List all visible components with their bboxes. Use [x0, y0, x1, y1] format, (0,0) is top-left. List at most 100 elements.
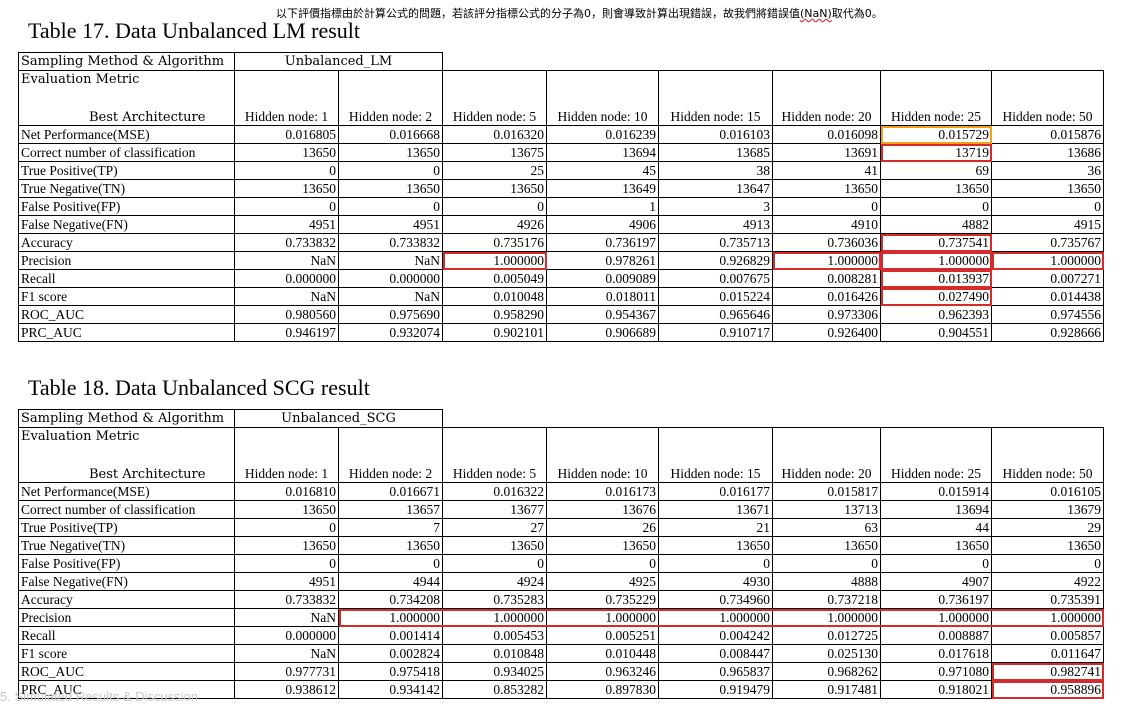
- value-cell: 0.736197: [546, 233, 659, 252]
- table18-scg-results: Sampling Method & Algorithm Unbalanced_SC…: [18, 409, 1104, 699]
- value-cell: 0: [234, 518, 339, 537]
- metric-name: True Positive(TP): [18, 518, 235, 537]
- value-cell: 13685: [658, 143, 773, 162]
- metric-name: Correct number of classification: [18, 500, 235, 519]
- value-cell: 26: [546, 518, 659, 537]
- value-cell: 0.974556: [991, 305, 1104, 324]
- value-cell: 0: [658, 554, 773, 573]
- value-cell: 0.016098: [772, 125, 881, 144]
- value-cell: 1.000000: [991, 608, 1104, 627]
- value-cell: 0.009089: [546, 269, 659, 288]
- value-cell: 0.016805: [234, 125, 339, 144]
- highlighted-value-cell: 0.015729: [880, 125, 992, 144]
- value-cell: 0: [338, 161, 443, 180]
- value-cell: 0.853282: [442, 680, 547, 699]
- table-row: F1 score NaN 0.002824 0.010848 0.010448 0.008…: [18, 644, 1104, 663]
- value-cell: 0: [772, 197, 881, 216]
- metric-name: True Negative(TN): [18, 536, 235, 555]
- metric-name: PRC_AUC: [18, 323, 235, 342]
- blank-header-cell: [442, 409, 1104, 428]
- table-row: False Negative(FN) 4951 4944 4924 4925 4930 48…: [18, 572, 1104, 591]
- best-architecture-label: Best Architecture: [89, 110, 206, 125]
- value-cell: 13650: [234, 179, 339, 198]
- column-header-hidden-node: Hidden node: 15: [658, 427, 773, 483]
- value-cell: 0.010448: [546, 644, 659, 663]
- best-architecture-label: Best Architecture: [89, 467, 206, 482]
- table-row: ROC_AUC 0.980560 0.975690 0.958290 0.954367 0…: [18, 305, 1104, 324]
- value-cell: 0.965646: [658, 305, 773, 324]
- metric-name: False Positive(FP): [18, 554, 235, 573]
- value-cell: 13650: [442, 536, 547, 555]
- value-cell: 0.016322: [442, 482, 547, 501]
- value-cell: 0.735176: [442, 233, 547, 252]
- value-cell: 0.735713: [658, 233, 773, 252]
- column-header-hidden-node: Hidden node: 1: [234, 70, 339, 126]
- value-cell: 1: [546, 197, 659, 216]
- value-cell: 4926: [442, 215, 547, 234]
- value-cell: 0.975418: [338, 662, 443, 681]
- value-cell: 0.954367: [546, 305, 659, 324]
- table-row: False Positive(FP) 0 0 0 1 3 0 0 0: [18, 197, 1104, 216]
- value-cell: 4951: [338, 215, 443, 234]
- value-cell: 0.008281: [772, 269, 881, 288]
- value-cell: 45: [546, 161, 659, 180]
- value-cell: 13650: [338, 143, 443, 162]
- algorithm-name: Unbalanced_SCG: [234, 409, 443, 428]
- table-row: F1 score NaN NaN 0.010048 0.018011 0.015224 0.…: [18, 287, 1104, 306]
- value-cell: 0.000000: [234, 626, 339, 645]
- value-cell: 13650: [338, 536, 443, 555]
- value-cell: 69: [880, 161, 992, 180]
- column-header-hidden-node: Hidden node: 15: [658, 70, 773, 126]
- highlighted-value-cell: 1.000000: [880, 251, 992, 270]
- value-cell: 13650: [234, 536, 339, 555]
- table-row: ROC_AUC 0.977731 0.975418 0.934025 0.963246 0…: [18, 662, 1104, 681]
- value-cell: 0.007675: [658, 269, 773, 288]
- value-cell: 4910: [772, 215, 881, 234]
- value-cell: 13691: [772, 143, 881, 162]
- value-cell: NaN: [338, 251, 443, 270]
- value-cell: 0: [234, 161, 339, 180]
- value-cell: 0.897830: [546, 680, 659, 699]
- value-cell: 4925: [546, 572, 659, 591]
- metric-name: False Positive(FP): [18, 197, 235, 216]
- table-row: Net Performance(MSE) 0.016810 0.016671 0.01…: [18, 482, 1104, 501]
- table-row: PRC_AUC 0.938612 0.934142 0.853282 0.897830 0…: [18, 680, 1104, 699]
- column-header-hidden-node: Hidden node: 2: [338, 70, 443, 126]
- value-cell: 4944: [338, 572, 443, 591]
- value-cell: 13671: [658, 500, 773, 519]
- value-cell: 27: [442, 518, 547, 537]
- note-text-after: 取代為0。: [831, 7, 883, 20]
- value-cell: 0.734208: [338, 590, 443, 609]
- value-cell: 13650: [991, 536, 1104, 555]
- table-row: True Negative(TN) 13650 13650 13650 13650 136…: [18, 536, 1104, 555]
- highlighted-value-cell: 1.000000: [772, 251, 881, 270]
- sampling-method-label: Sampling Method & Algorithm: [18, 52, 235, 71]
- highlighted-value-cell: 13719: [880, 143, 992, 162]
- value-cell: 0.737218: [772, 590, 881, 609]
- table-row: Accuracy 0.733832 0.733832 0.735176 0.736197…: [18, 233, 1104, 252]
- value-cell: 13650: [546, 536, 659, 555]
- value-cell: 1.000000: [658, 608, 773, 627]
- value-cell: 0.917481: [772, 680, 881, 699]
- value-cell: 0.016671: [338, 482, 443, 501]
- header-corner-cell: Evaluation Metric Best Architecture: [18, 70, 235, 126]
- value-cell: 1.000000: [442, 608, 547, 627]
- metric-name: ROC_AUC: [18, 305, 235, 324]
- metric-name: Precision: [18, 251, 235, 270]
- value-cell: 13650: [880, 536, 992, 555]
- value-cell: 0.005453: [442, 626, 547, 645]
- value-cell: 0.010048: [442, 287, 547, 306]
- value-cell: 0.016239: [546, 125, 659, 144]
- value-cell: 13650: [772, 179, 881, 198]
- value-cell: 13650: [991, 179, 1104, 198]
- value-cell: 0.015876: [991, 125, 1104, 144]
- table18-caption: Table 18. Data Unbalanced SCG result: [28, 375, 370, 400]
- value-cell: 13650: [658, 536, 773, 555]
- value-cell: 4882: [880, 215, 992, 234]
- value-cell: 0.002824: [338, 644, 443, 663]
- metric-name: PRC_AUC: [18, 680, 235, 699]
- value-cell: 0.005251: [546, 626, 659, 645]
- sampling-method-label: Sampling Method & Algorithm: [18, 409, 235, 428]
- column-header-hidden-node: Hidden node: 1: [234, 427, 339, 483]
- value-cell: 0.965837: [658, 662, 773, 681]
